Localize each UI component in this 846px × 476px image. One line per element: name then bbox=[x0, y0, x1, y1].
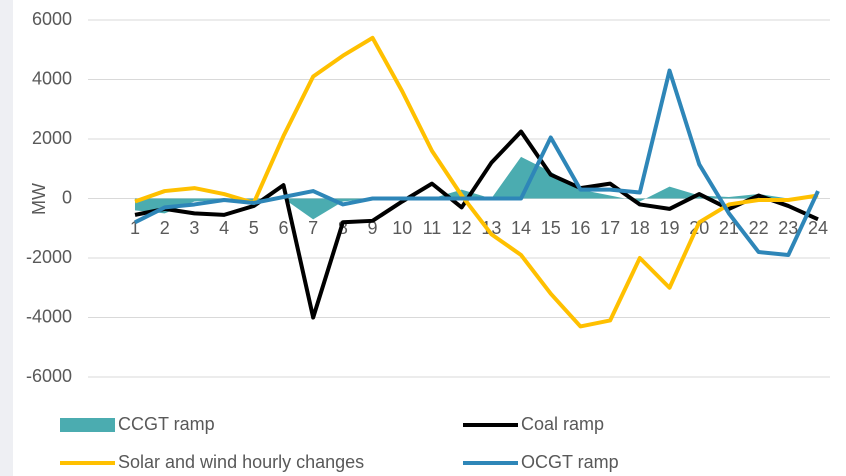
legend-swatch bbox=[60, 418, 115, 432]
x-tick-label: 24 bbox=[808, 218, 828, 238]
x-tick-label: 1 bbox=[130, 218, 140, 238]
y-tick-label: -4000 bbox=[26, 306, 72, 326]
y-tick-label: -2000 bbox=[26, 247, 72, 267]
x-tick-label: 22 bbox=[749, 218, 769, 238]
x-tick-label: 3 bbox=[189, 218, 199, 238]
x-tick-label: 19 bbox=[660, 218, 680, 238]
x-tick-label: 14 bbox=[511, 218, 531, 238]
x-tick-label: 6 bbox=[278, 218, 288, 238]
x-tick-label: 17 bbox=[600, 218, 620, 238]
x-tick-label: 16 bbox=[570, 218, 590, 238]
line bbox=[134, 129, 819, 320]
x-tick-label: 2 bbox=[160, 218, 170, 238]
x-tick-label: 23 bbox=[778, 218, 798, 238]
x-tick-label: 7 bbox=[308, 218, 318, 238]
y-tick-label: 2000 bbox=[32, 128, 72, 148]
y-tick-label: -6000 bbox=[26, 366, 72, 386]
side-strip bbox=[0, 0, 13, 476]
line bbox=[134, 68, 820, 258]
y-tick-label: 4000 bbox=[32, 68, 72, 88]
x-tick-label: 9 bbox=[368, 218, 378, 238]
y-axis-label: MW bbox=[29, 183, 49, 215]
x-tick-label: 12 bbox=[452, 218, 472, 238]
legend-label: CCGT ramp bbox=[118, 414, 215, 434]
x-tick-label: 5 bbox=[249, 218, 259, 238]
x-tick-label: 4 bbox=[219, 218, 229, 238]
x-tick-label: 10 bbox=[392, 218, 412, 238]
area bbox=[135, 156, 818, 220]
x-tick-label: 13 bbox=[481, 218, 501, 238]
y-tick-label: 6000 bbox=[32, 9, 72, 29]
legend-label: Solar and wind hourly changes bbox=[118, 452, 364, 472]
x-tick-label: 15 bbox=[541, 218, 561, 238]
legend-label: Coal ramp bbox=[521, 414, 604, 434]
x-tick-label: 18 bbox=[630, 218, 650, 238]
legend-label: OCGT ramp bbox=[521, 452, 619, 472]
x-tick-label: 11 bbox=[423, 218, 442, 238]
y-tick-label: 0 bbox=[62, 187, 72, 207]
